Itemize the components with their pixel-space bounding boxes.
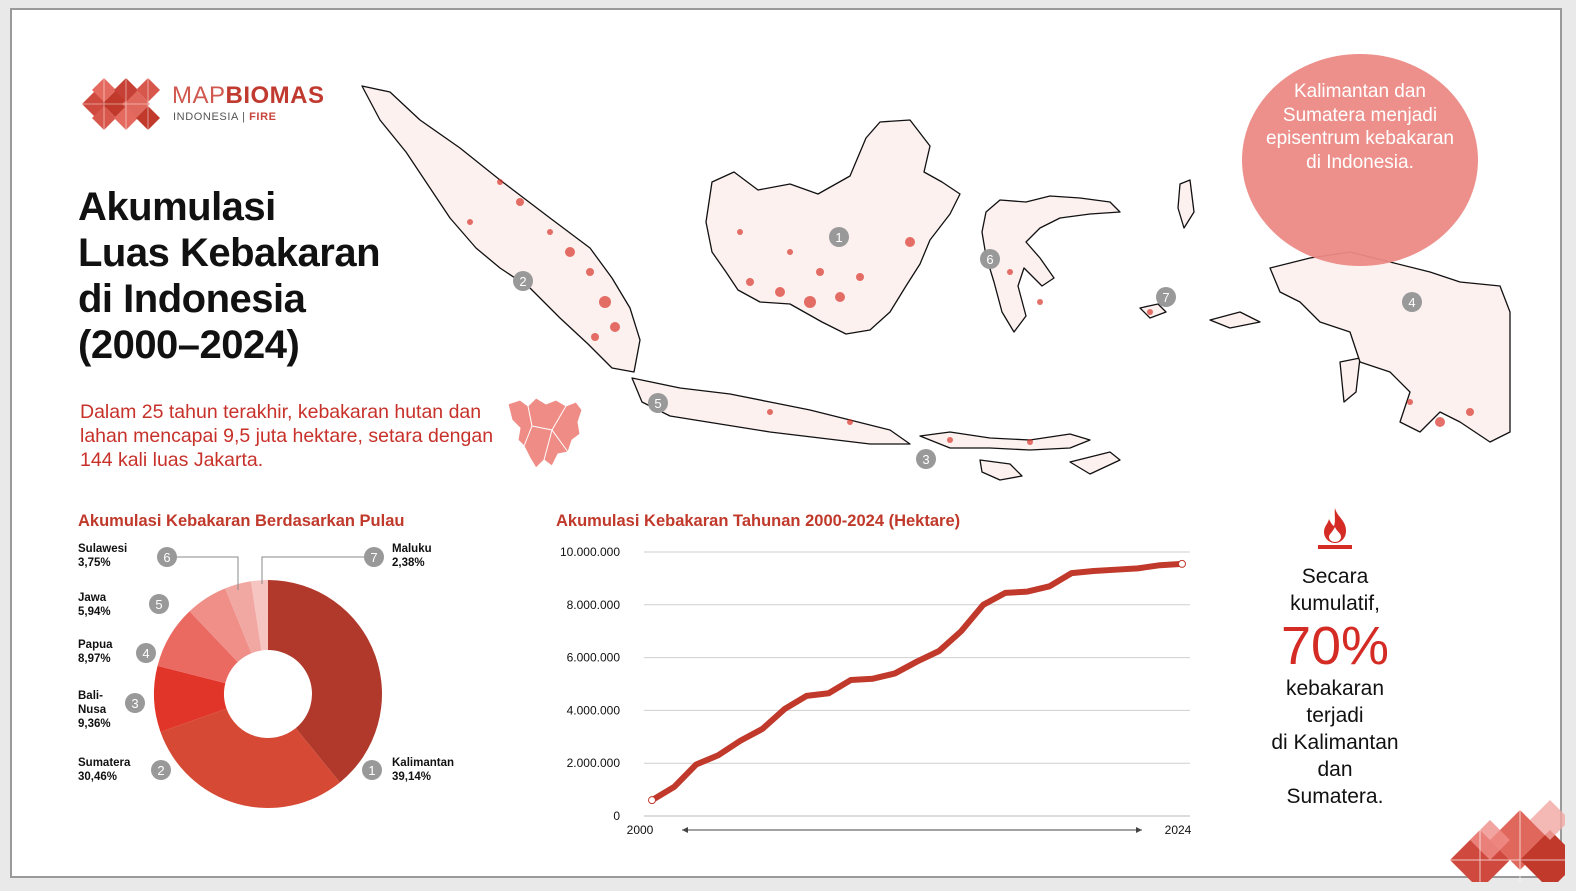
brand-sub-sep: | xyxy=(241,111,246,123)
callout-bubble xyxy=(1242,54,1478,266)
donut-label-name: Kalimantan xyxy=(392,757,454,769)
y-tick-label: 4.000.000 xyxy=(567,703,621,717)
leader-line-6 xyxy=(177,556,239,590)
donut-label-name: Sulawesi xyxy=(78,543,127,555)
donut-label-6: 6 Sulawesi 3,75% xyxy=(78,543,177,569)
map-marker-1: 1 xyxy=(829,227,849,247)
indonesia-map: 1 2 3 4 5 6 7 xyxy=(361,85,1511,481)
callout-bubble-text: Kalimantan dan Sumatera menjadi episentr… xyxy=(1266,81,1454,173)
donut-label-num: 3 xyxy=(131,696,138,711)
leader-line-7 xyxy=(261,556,364,584)
x-tick-label-start: 2000 xyxy=(627,823,654,837)
stat-percentage: 70% xyxy=(1280,616,1390,676)
line-chart: 0 2.000.000 4.000.000 6.000.000 8.000.000 10.… xyxy=(560,545,1192,837)
page-title: Akumulasi Luas Kebakaran di Indonesia (2… xyxy=(78,185,381,367)
donut-label-pct: 3,75% xyxy=(78,557,111,569)
donut-label-num: 4 xyxy=(142,646,149,661)
jakarta-map-icon xyxy=(507,397,583,469)
donut-slice-1 xyxy=(268,580,382,783)
donut-label-num: 6 xyxy=(163,550,170,565)
y-tick-label: 8.000.000 xyxy=(567,598,621,612)
donut-label-2: 2 Sumatera 30,46% xyxy=(78,757,171,783)
intro-text: Dalam 25 tahun terakhir, kebakaran hutan… xyxy=(80,401,494,471)
donut-label-pct: 30,46% xyxy=(78,771,117,783)
brand-subtitle: INDONESIA | FIRE xyxy=(173,111,277,123)
data-point xyxy=(648,796,656,805)
mapbiomas-logo-icon xyxy=(82,78,160,130)
donut-label-7: 7 Maluku 2,38% xyxy=(364,543,432,569)
brand-name: MAPBIOMAS xyxy=(172,82,325,110)
donut-label-1: 1 Kalimantan 39,14% xyxy=(362,757,454,783)
fire-icon xyxy=(1318,508,1352,549)
map-marker-4: 4 xyxy=(1402,292,1422,312)
donut-label-5: 5 Jawa 5,94% xyxy=(78,592,169,618)
donut-label-num: 5 xyxy=(155,597,162,612)
donut-label-pct: 8,97% xyxy=(78,653,111,665)
donut-slice-4 xyxy=(157,611,238,684)
sumatera-island xyxy=(361,85,641,373)
donut-label-pct: 2,38% xyxy=(392,557,425,569)
map-marker-5: 5 xyxy=(648,393,668,413)
maluku-islands xyxy=(1139,303,1167,319)
svg-text:2: 2 xyxy=(519,274,526,289)
donut-chart: 1 Kalimantan 39,14% 2 Sumatera 30,46% 3 Bali- Nu… xyxy=(78,543,454,808)
map-marker-3: 3 xyxy=(916,449,936,469)
brand-name-light: MAP xyxy=(172,82,226,109)
line-chart-title: Akumulasi Kebakaran Tahunan 2000-2024 (H… xyxy=(556,512,961,530)
map-marker-6: 6 xyxy=(980,249,1000,269)
donut-label-num: 1 xyxy=(368,763,375,778)
svg-text:4: 4 xyxy=(1408,295,1415,310)
donut-label-3: 3 Bali- Nusa 9,36% xyxy=(78,690,145,730)
stat-block: Secara kumulatif, 70% kebakaran terjadi … xyxy=(1250,505,1420,810)
y-tick-label: 6.000.000 xyxy=(567,651,621,665)
svg-text:1: 1 xyxy=(835,230,842,245)
donut-slice-2 xyxy=(160,708,340,808)
brand-sub-right: FIRE xyxy=(249,111,277,123)
brand-name-bold: BIOMAS xyxy=(225,82,325,109)
donut-label-num: 7 xyxy=(370,550,377,565)
donut-slice-3 xyxy=(154,665,227,732)
bali-nusa-islands xyxy=(919,431,1091,451)
donut-label-num: 2 xyxy=(157,763,164,778)
svg-text:7: 7 xyxy=(1162,290,1169,305)
svg-text:5: 5 xyxy=(654,396,661,411)
donut-slice-5 xyxy=(189,588,252,663)
map-marker-7: 7 xyxy=(1156,287,1176,307)
papua-island xyxy=(1269,251,1511,443)
x-tick-label-end: 2024 xyxy=(1165,823,1192,837)
donut-label-name: Jawa xyxy=(78,592,107,604)
donut-slice-7 xyxy=(251,580,268,651)
donut-label-name: Sumatera xyxy=(78,757,131,769)
donut-label-pct: 9,36% xyxy=(78,718,111,730)
data-point xyxy=(1178,559,1186,568)
x-axis-arrow-left xyxy=(682,827,688,833)
sulawesi-island xyxy=(981,195,1121,333)
svg-text:3: 3 xyxy=(922,452,929,467)
y-tick-label: 0 xyxy=(613,809,620,823)
x-axis-arrow-right xyxy=(1136,827,1142,833)
donut-label-pct: 5,94% xyxy=(78,606,111,618)
stat-post-text: kebakaran terjadi di Kalimantan dan Suma… xyxy=(1271,677,1399,808)
svg-text:6: 6 xyxy=(986,252,993,267)
brand-sub-left: INDONESIA xyxy=(173,111,239,123)
donut-label-4: 4 Papua 8,97% xyxy=(78,639,156,665)
y-tick-label: 10.000.000 xyxy=(560,545,620,559)
donut-slice-6 xyxy=(225,581,262,654)
donut-label-pct: 39,14% xyxy=(392,771,431,783)
donut-label-name: Papua xyxy=(78,639,113,651)
kalimantan-island xyxy=(705,119,961,335)
pie-chart-title: Akumulasi Kebakaran Berdasarkan Pulau xyxy=(78,512,405,530)
map-marker-2: 2 xyxy=(513,271,533,291)
donut-label-name: Maluku xyxy=(392,543,432,555)
stat-pre-text: Secara kumulatif, xyxy=(1290,565,1380,615)
donut-label-name: Nusa xyxy=(78,704,107,716)
corner-decoration-icon xyxy=(1450,800,1565,882)
series-line xyxy=(649,560,1185,804)
y-tick-label: 2.000.000 xyxy=(567,756,621,770)
donut-label-name: Bali- xyxy=(78,690,103,702)
